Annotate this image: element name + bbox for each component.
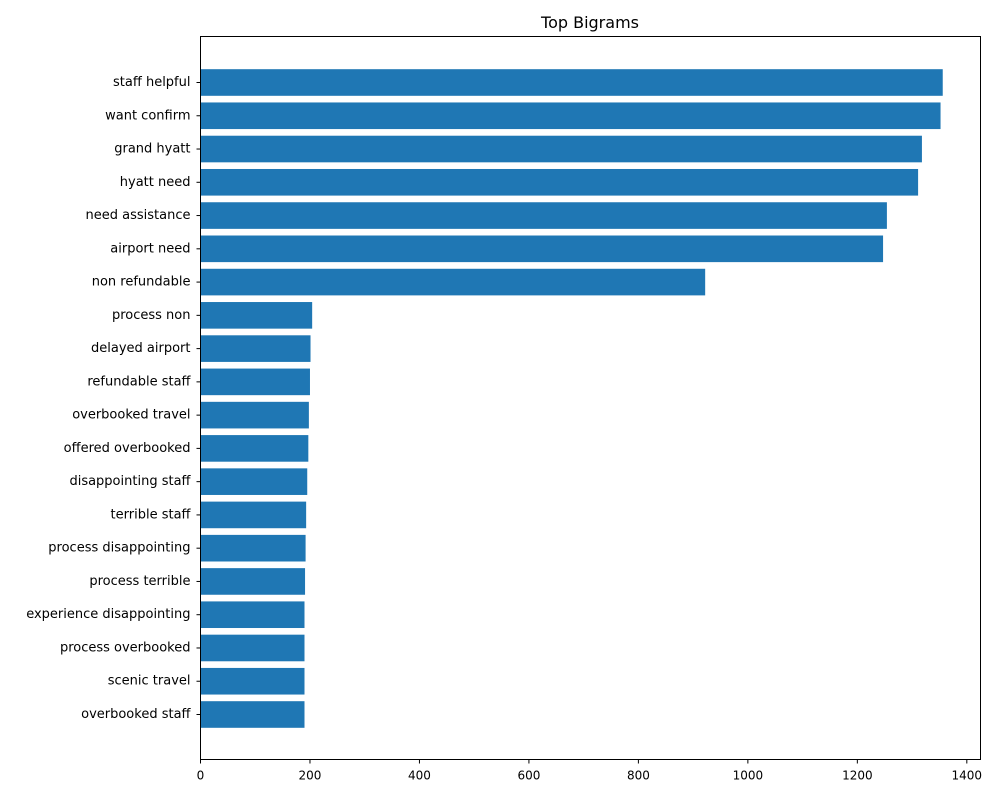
y-tick-label: experience disappointing	[26, 607, 190, 622]
bar	[200, 102, 941, 130]
y-tick-label: process terrible	[89, 574, 190, 589]
bar	[200, 335, 311, 362]
bar	[200, 568, 306, 595]
plot-frame	[200, 36, 981, 760]
x-tick-label: 400	[408, 769, 431, 783]
y-tick-label: non refundable	[92, 275, 191, 290]
bar	[200, 634, 305, 662]
bar	[200, 534, 306, 562]
bar	[200, 168, 919, 196]
y-tick-label: scenic travel	[108, 674, 191, 689]
y-tick-label: overbooked travel	[72, 408, 190, 423]
bar	[200, 268, 706, 296]
bar	[200, 401, 309, 429]
y-tick-label: overbooked staff	[81, 707, 191, 722]
y-tick-label: terrible staff	[111, 507, 192, 522]
x-tick-label: 800	[627, 769, 650, 783]
y-tick-label: process disappointing	[48, 541, 190, 556]
y-tick-label: refundable staff	[87, 374, 191, 389]
bar	[200, 135, 922, 163]
chart-title: Top Bigrams	[540, 13, 639, 32]
x-tick-label: 1400	[952, 769, 983, 783]
bar	[200, 368, 310, 396]
x-tick-label: 1200	[842, 769, 873, 783]
y-tick-labels: staff helpful want confirm grand hyatt hyat…	[26, 75, 201, 722]
y-tick-label: process overbooked	[60, 640, 191, 655]
bars-layer	[200, 69, 943, 728]
y-tick-label: process non	[112, 308, 191, 323]
bar	[200, 601, 305, 629]
y-tick-label: grand hyatt	[114, 142, 190, 157]
bar	[200, 701, 305, 728]
bar	[200, 69, 943, 96]
y-tick-label: airport need	[110, 241, 190, 256]
y-tick-label: offered overbooked	[64, 441, 191, 456]
x-tick-label: 0	[197, 769, 205, 783]
y-tick-label: hyatt need	[120, 175, 191, 190]
bar	[200, 435, 309, 462]
bar	[200, 501, 307, 529]
bar	[200, 235, 884, 263]
y-tick-label: delayed airport	[91, 341, 190, 356]
y-tick-label: staff helpful	[113, 75, 190, 90]
y-tick-label: need assistance	[86, 208, 191, 223]
bar	[200, 667, 305, 695]
x-axis-ticks: 0 200 400 600 800 1000 1200 1400	[197, 759, 983, 783]
bar	[200, 468, 308, 495]
y-tick-label: want confirm	[105, 108, 190, 123]
bar	[200, 302, 313, 329]
x-tick-label: 600	[517, 769, 540, 783]
x-tick-label: 1000	[733, 769, 764, 783]
bar	[200, 202, 887, 229]
x-tick-label: 200	[299, 769, 322, 783]
y-tick-label: disappointing staff	[69, 474, 191, 489]
